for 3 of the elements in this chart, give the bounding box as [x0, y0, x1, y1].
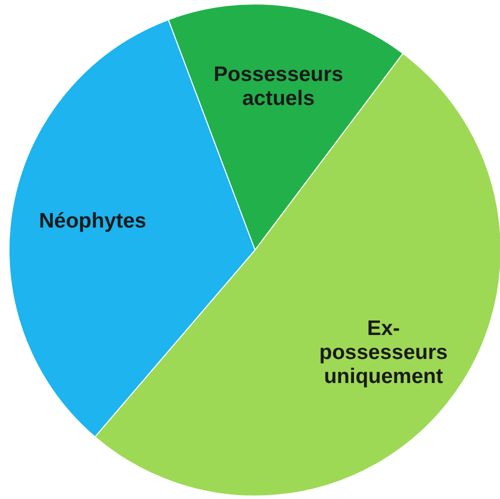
slice-label: Possesseurs actuels	[214, 62, 344, 110]
slice-label: Néophytes	[38, 209, 146, 232]
slice-label: Ex-possesseurs uniquement	[319, 316, 448, 388]
